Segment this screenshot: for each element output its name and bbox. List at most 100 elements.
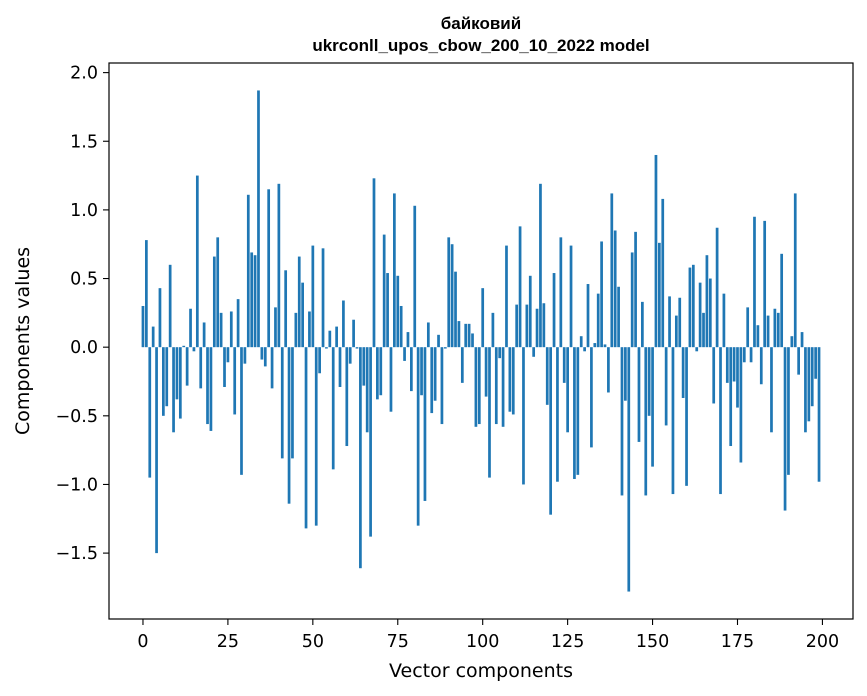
bar-153 — [661, 198, 665, 348]
bar-38 — [270, 347, 274, 389]
bar-43 — [287, 347, 291, 504]
bar-60 — [345, 347, 349, 447]
bar-178 — [746, 307, 750, 348]
bar-102 — [488, 347, 491, 478]
bar-97 — [471, 333, 474, 348]
bar-49 — [308, 311, 311, 348]
bar-12 — [182, 345, 186, 348]
bar-112 — [522, 347, 525, 485]
bar-30 — [243, 347, 247, 364]
bar-186 — [773, 308, 777, 348]
plot-area-frame — [108, 62, 854, 620]
bar-90 — [447, 237, 451, 348]
bar-82 — [420, 347, 423, 396]
bar-41 — [280, 347, 284, 459]
bar-167 — [708, 278, 712, 348]
bar-89 — [443, 347, 447, 349]
bar-118 — [542, 303, 546, 348]
chart-title-line1: байковий — [441, 14, 521, 33]
bar-69 — [376, 347, 379, 400]
bar-9 — [172, 347, 175, 433]
x-tick-label: 25 — [217, 632, 239, 652]
bar-138 — [610, 193, 614, 348]
bar-79 — [410, 347, 413, 392]
bar-56 — [331, 347, 335, 470]
bar-53 — [321, 248, 325, 348]
bar-126 — [569, 245, 573, 348]
bar-98 — [474, 347, 478, 427]
bar-99 — [477, 347, 481, 425]
y-tick-label: 0.0 — [70, 338, 98, 358]
bar-172 — [725, 347, 729, 383]
x-tick-label: 150 — [636, 632, 669, 652]
x-tick-label: 125 — [551, 632, 584, 652]
bar-19 — [206, 347, 209, 425]
bar-192 — [793, 193, 797, 348]
bar-16 — [195, 175, 199, 348]
x-tick-label: 75 — [387, 632, 409, 652]
bar-14 — [189, 308, 192, 348]
bar-161 — [688, 267, 692, 348]
y-axis-ticks: −1.5 −1.0 −0.5 0.0 0.5 1.0 1.5 2.0 — [56, 64, 109, 564]
bar-25 — [226, 347, 230, 363]
bar-55 — [328, 330, 332, 348]
bar-35 — [260, 347, 264, 360]
bar-146 — [637, 347, 641, 442]
bar-185 — [770, 347, 773, 433]
x-tick-label: 200 — [806, 632, 839, 652]
bar-193 — [797, 347, 800, 375]
bar-151 — [654, 154, 658, 348]
bar-72 — [386, 273, 389, 348]
bar-184 — [766, 315, 770, 348]
bar-22 — [216, 237, 220, 348]
bar-124 — [562, 347, 566, 383]
bar-78 — [406, 332, 410, 348]
bar-27 — [233, 347, 237, 415]
y-tick-label: 0.5 — [70, 270, 98, 290]
bar-190 — [787, 347, 790, 475]
bar-101 — [484, 347, 488, 397]
bar-65 — [362, 347, 366, 386]
bar-85 — [430, 347, 434, 414]
bar-113 — [525, 304, 529, 348]
bar-4 — [155, 347, 158, 554]
y-tick-label: −0.5 — [56, 407, 99, 427]
bar-28 — [236, 299, 240, 348]
bar-47 — [301, 282, 304, 348]
bar-23 — [219, 312, 223, 348]
bar-150 — [651, 347, 654, 467]
bar-40 — [277, 183, 281, 348]
bar-91 — [450, 244, 454, 348]
bar-196 — [807, 347, 811, 422]
bar-119 — [545, 347, 549, 405]
bar-32 — [250, 252, 254, 348]
bar-18 — [202, 322, 206, 348]
bar-176 — [739, 347, 743, 463]
bar-75 — [396, 275, 400, 348]
bar-58 — [338, 347, 342, 387]
bar-44 — [291, 347, 294, 459]
bar-68 — [372, 178, 376, 348]
bar-164 — [698, 282, 702, 348]
bar-17 — [199, 347, 203, 389]
bar-36 — [263, 347, 267, 367]
bar-100 — [481, 288, 485, 348]
bar-62 — [352, 319, 355, 348]
bar-144 — [630, 252, 634, 348]
bar-136 — [603, 344, 607, 348]
bar-11 — [178, 347, 182, 419]
bar-165 — [702, 312, 705, 348]
bar-52 — [318, 347, 321, 374]
bar-125 — [566, 347, 569, 433]
bar-142 — [624, 347, 627, 401]
bar-110 — [515, 304, 519, 348]
bar-127 — [573, 347, 576, 479]
bar-156 — [671, 347, 675, 495]
bar-series — [141, 90, 821, 592]
bar-42 — [284, 270, 288, 348]
bar-116 — [535, 308, 539, 348]
bar-114 — [528, 275, 532, 348]
bar-93 — [457, 321, 461, 348]
bar-76 — [399, 305, 403, 348]
bar-67 — [369, 347, 372, 537]
